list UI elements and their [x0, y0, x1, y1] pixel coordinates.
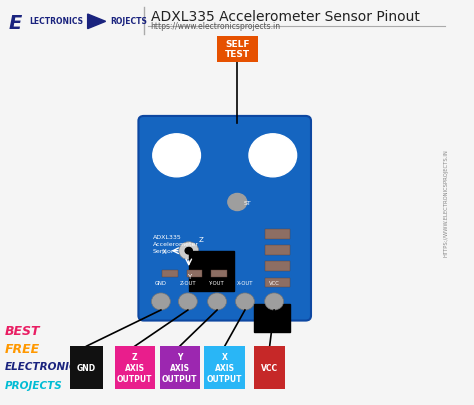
Text: LECTRONICS: LECTRONICS [29, 17, 83, 26]
Bar [265, 262, 290, 271]
Text: ELECTRONICS: ELECTRONICS [4, 361, 84, 371]
Text: Y-OUT: Y-OUT [209, 281, 225, 286]
FancyBboxPatch shape [70, 346, 103, 389]
Text: Z
AXIS
OUTPUT: Z AXIS OUTPUT [117, 352, 153, 383]
Bar [265, 278, 290, 288]
FancyBboxPatch shape [217, 36, 257, 63]
Text: GND: GND [77, 363, 96, 372]
Text: Z-OUT: Z-OUT [180, 281, 196, 286]
Text: FREE: FREE [4, 342, 40, 355]
Text: ST: ST [244, 200, 252, 205]
Bar [265, 229, 290, 239]
Text: Y
AXIS
OUTPUT: Y AXIS OUTPUT [162, 352, 198, 383]
Circle shape [236, 293, 255, 310]
Text: ROJECTS: ROJECTS [110, 17, 147, 26]
Text: SELF
TEST: SELF TEST [225, 40, 250, 59]
Bar [265, 245, 290, 255]
Circle shape [178, 293, 197, 310]
Text: E: E [9, 14, 22, 33]
Text: GND: GND [155, 281, 167, 286]
Bar [186, 270, 202, 277]
Text: VCC: VCC [261, 363, 278, 372]
Text: X: X [162, 248, 166, 254]
Bar [254, 305, 290, 332]
Circle shape [185, 248, 192, 254]
Text: ADXL335
Accelerometer
Sensor: ADXL335 Accelerometer Sensor [153, 235, 199, 254]
Circle shape [208, 293, 227, 310]
Circle shape [228, 194, 247, 211]
Bar [211, 270, 227, 277]
FancyBboxPatch shape [160, 346, 200, 389]
Text: Y: Y [187, 273, 191, 279]
Text: VCC: VCC [269, 281, 280, 286]
Text: ADXL335 Accelerometer Sensor Pinout: ADXL335 Accelerometer Sensor Pinout [151, 10, 419, 24]
Polygon shape [88, 15, 106, 30]
Text: BEST: BEST [4, 324, 40, 337]
Circle shape [153, 134, 201, 177]
FancyBboxPatch shape [115, 346, 155, 389]
Text: Z: Z [199, 236, 203, 242]
FancyBboxPatch shape [254, 346, 285, 389]
Text: PROJECTS: PROJECTS [4, 380, 62, 390]
Bar [189, 251, 234, 292]
Circle shape [249, 134, 297, 177]
Text: https://www.electronicsprojects.in: https://www.electronicsprojects.in [151, 22, 281, 31]
Text: X-OUT: X-OUT [237, 281, 253, 286]
Bar [162, 270, 178, 277]
Text: HTTPS://WWW.ELECTRONICSPROJECTS.IN: HTTPS://WWW.ELECTRONICSPROJECTS.IN [444, 149, 448, 256]
Text: X
AXIS
OUTPUT: X AXIS OUTPUT [207, 352, 243, 383]
FancyBboxPatch shape [204, 346, 245, 389]
Circle shape [152, 293, 170, 310]
FancyBboxPatch shape [138, 117, 311, 321]
Circle shape [179, 242, 199, 260]
Circle shape [264, 293, 283, 310]
